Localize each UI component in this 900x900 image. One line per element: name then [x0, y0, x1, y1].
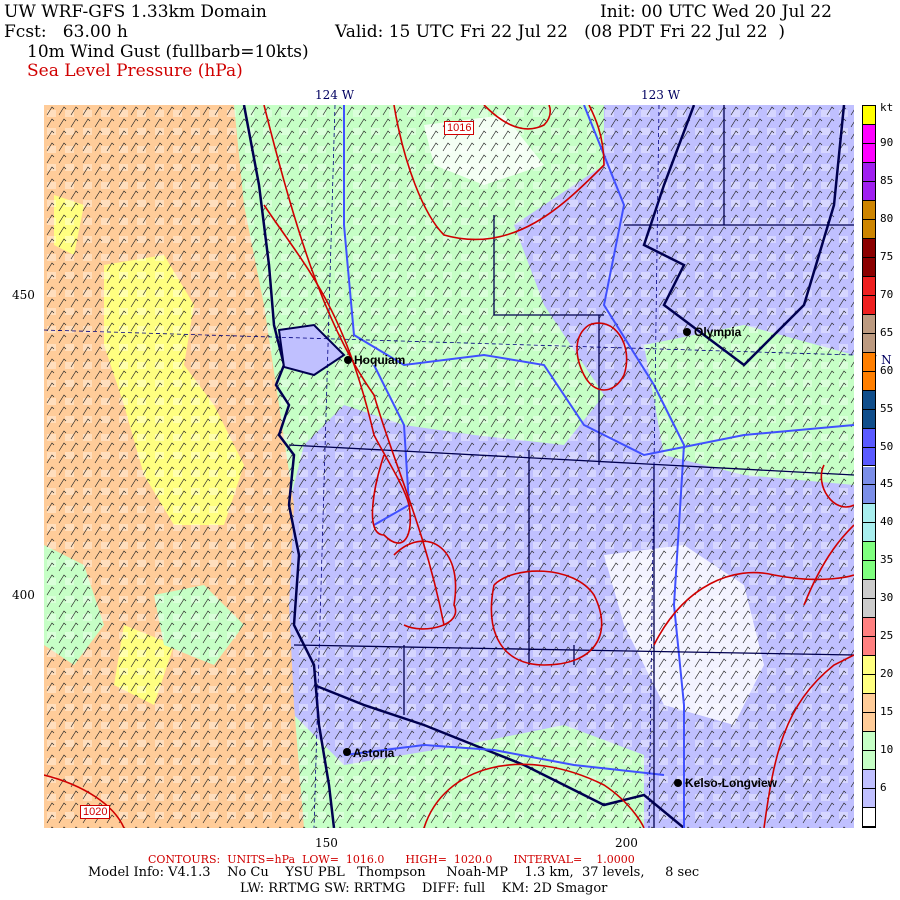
- colorbar-label: 10: [880, 743, 894, 757]
- city-marker-olympia: [683, 328, 691, 336]
- weather-map: [44, 105, 854, 828]
- field-wind-gust: 10m Wind Gust (fullbarb=10kts): [27, 42, 309, 62]
- colorbar-cell: [863, 371, 875, 391]
- colorbar-cell: [863, 485, 875, 505]
- colorbar-cell: [863, 504, 875, 524]
- colorbar-label: 50: [880, 439, 894, 453]
- colorbar: [862, 105, 876, 828]
- slp-contours: [44, 105, 854, 828]
- city-marker-kelso-longview: [674, 779, 682, 787]
- colorbar-label: 20: [880, 667, 894, 681]
- colorbar-cell: [863, 106, 875, 125]
- colorbar-label: 15: [880, 705, 894, 719]
- colorbar-cell: [863, 352, 875, 372]
- city-label-olympia: Olympia: [694, 325, 742, 339]
- wind-barbs: [44, 105, 854, 828]
- colorbar-label: 60: [880, 363, 894, 377]
- colorbar-label: 70: [880, 287, 894, 301]
- colorbar-label: 55: [880, 401, 894, 415]
- grays-harbor: [277, 323, 346, 377]
- colorbar-cell: [863, 295, 875, 315]
- colorbar-cell: [863, 675, 875, 695]
- river: [373, 364, 411, 526]
- model-info: Model Info: V4.1.3 No Cu YSU PBL Thompso…: [88, 865, 700, 880]
- colorbar-cell: [863, 219, 875, 239]
- city-label-kelso-longview: Kelso-Longview: [685, 776, 778, 790]
- colorbar-cell: [863, 561, 875, 581]
- y-label-450: 450: [12, 288, 35, 302]
- colorbar-label: 65: [880, 325, 894, 339]
- colorbar-cell: [863, 143, 875, 163]
- city-label-hoquiam: Hoquiam: [354, 353, 406, 367]
- colorbar-cell: [863, 694, 875, 714]
- contour-info: CONTOURS: UNITS=hPa LOW= 1016.0 HIGH= 10…: [148, 853, 635, 866]
- colorbar-cell: [863, 390, 875, 410]
- lat-lon-grid: [44, 105, 854, 828]
- colorbar-cell: [863, 447, 875, 467]
- colorbar-cell: [863, 599, 875, 619]
- colorbar-label: 85: [880, 173, 894, 187]
- title: UW WRF-GFS 1.33km Domain: [4, 2, 267, 22]
- valid-time: Valid: 15 UTC Fri 22 Jul 22 (08 PDT Fri …: [335, 22, 786, 42]
- contour-label-1016: 1016: [444, 121, 475, 135]
- colorbar-cell: [863, 409, 875, 429]
- field-slp: Sea Level Pressure (hPa): [27, 61, 243, 81]
- colorbar-cell: [863, 580, 875, 600]
- colorbar-cell: [863, 428, 875, 448]
- colorbar-cell: [863, 770, 875, 790]
- colorbar-cell: [863, 618, 875, 638]
- y-label-400: 400: [12, 588, 35, 602]
- colorbar-cell: [863, 637, 875, 657]
- colorbar-cell: [863, 314, 875, 334]
- river: [343, 743, 665, 776]
- river: [583, 105, 686, 828]
- colorbar-cell: [863, 333, 875, 353]
- colorbar-label: 6: [880, 781, 887, 795]
- city-marker-hoquiam: [344, 356, 352, 364]
- x-label-200: 200: [615, 836, 638, 850]
- physics-info: LW: RRTMG SW: RRTMG DIFF: full KM: 2D Sm…: [240, 881, 608, 896]
- colorbar-label: 25: [880, 629, 894, 643]
- colorbar-cell: [863, 789, 875, 809]
- colorbar-label: 45: [880, 477, 894, 491]
- colorbar-cell: [863, 257, 875, 277]
- colorbar-cell: [863, 124, 875, 144]
- colorbar-label: 80: [880, 211, 894, 225]
- colorbar-label: 30: [880, 591, 894, 605]
- colorbar-cell: [863, 181, 875, 201]
- city-label-astoria: Astoria: [353, 746, 395, 760]
- x-label-150: 150: [315, 836, 338, 850]
- city-marker-astoria: [343, 748, 351, 756]
- colorbar-cell: [863, 466, 875, 486]
- colorbar-cell: [863, 808, 875, 827]
- colorbar-cell: [863, 276, 875, 296]
- colorbar-cell: [863, 542, 875, 562]
- river: [343, 105, 854, 457]
- puget-sound: [642, 105, 846, 367]
- coastline: [242, 105, 336, 828]
- init-time: Init: 00 UTC Wed 20 Jul 22: [600, 2, 832, 22]
- colorbar-cell: [863, 656, 875, 676]
- lon-label-124w: 124 W: [315, 88, 355, 102]
- colorbar-cell: [863, 732, 875, 752]
- colorbar-label: 40: [880, 515, 894, 529]
- colorbar-label: 90: [880, 135, 894, 149]
- contour-label-1020: 1020: [80, 805, 111, 819]
- colorbar-cell: [863, 751, 875, 771]
- colorbar-cell: [863, 238, 875, 258]
- lon-label-123w: 123 W: [641, 88, 681, 102]
- colorbar-cell: [863, 523, 875, 543]
- colorbar-cell: [863, 162, 875, 182]
- colorbar-label: 75: [880, 249, 894, 263]
- colorbar-label: 35: [880, 553, 894, 567]
- colorbar-cell: [863, 200, 875, 220]
- forecast-hour: Fcst: 63.00 h: [4, 22, 128, 42]
- colorbar-unit: kt: [880, 101, 894, 114]
- colorbar-cell: [863, 713, 875, 733]
